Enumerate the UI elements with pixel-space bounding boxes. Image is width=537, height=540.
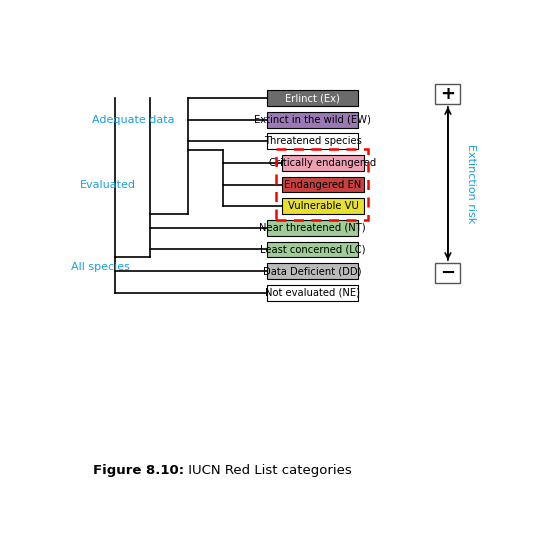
FancyBboxPatch shape (267, 220, 359, 235)
Text: +: + (440, 85, 455, 103)
Text: Figure 8.10:: Figure 8.10: (92, 464, 184, 477)
FancyBboxPatch shape (282, 155, 364, 171)
Text: Critically endangered: Critically endangered (270, 158, 376, 168)
FancyBboxPatch shape (267, 285, 359, 301)
Text: Evaluated: Evaluated (79, 180, 136, 190)
Text: Extinct in the wild (EW): Extinct in the wild (EW) (254, 114, 371, 125)
Text: All species: All species (71, 262, 130, 272)
Text: IUCN Red List categories: IUCN Red List categories (184, 464, 351, 477)
Text: −: − (440, 264, 455, 282)
Text: Extinction risk: Extinction risk (466, 144, 476, 223)
Text: Erlinct (Ex): Erlinct (Ex) (285, 93, 340, 103)
Text: Endangered EN: Endangered EN (285, 180, 362, 190)
Text: Threatened species: Threatened species (264, 136, 361, 146)
Text: Not evaluated (NE): Not evaluated (NE) (265, 288, 360, 298)
FancyBboxPatch shape (282, 198, 364, 214)
Text: Near threatened (NT): Near threatened (NT) (259, 223, 366, 233)
FancyBboxPatch shape (436, 263, 460, 283)
Text: Least concerned (LC): Least concerned (LC) (260, 245, 365, 254)
FancyBboxPatch shape (436, 84, 460, 104)
Text: Vulnerable VU: Vulnerable VU (288, 201, 359, 211)
FancyBboxPatch shape (267, 241, 359, 258)
FancyBboxPatch shape (267, 112, 359, 127)
FancyBboxPatch shape (282, 177, 364, 192)
Text: Adequate data: Adequate data (92, 114, 175, 125)
FancyBboxPatch shape (267, 133, 359, 149)
Text: Data Deficient (DD): Data Deficient (DD) (264, 266, 362, 276)
FancyBboxPatch shape (267, 90, 359, 106)
FancyBboxPatch shape (267, 263, 359, 279)
